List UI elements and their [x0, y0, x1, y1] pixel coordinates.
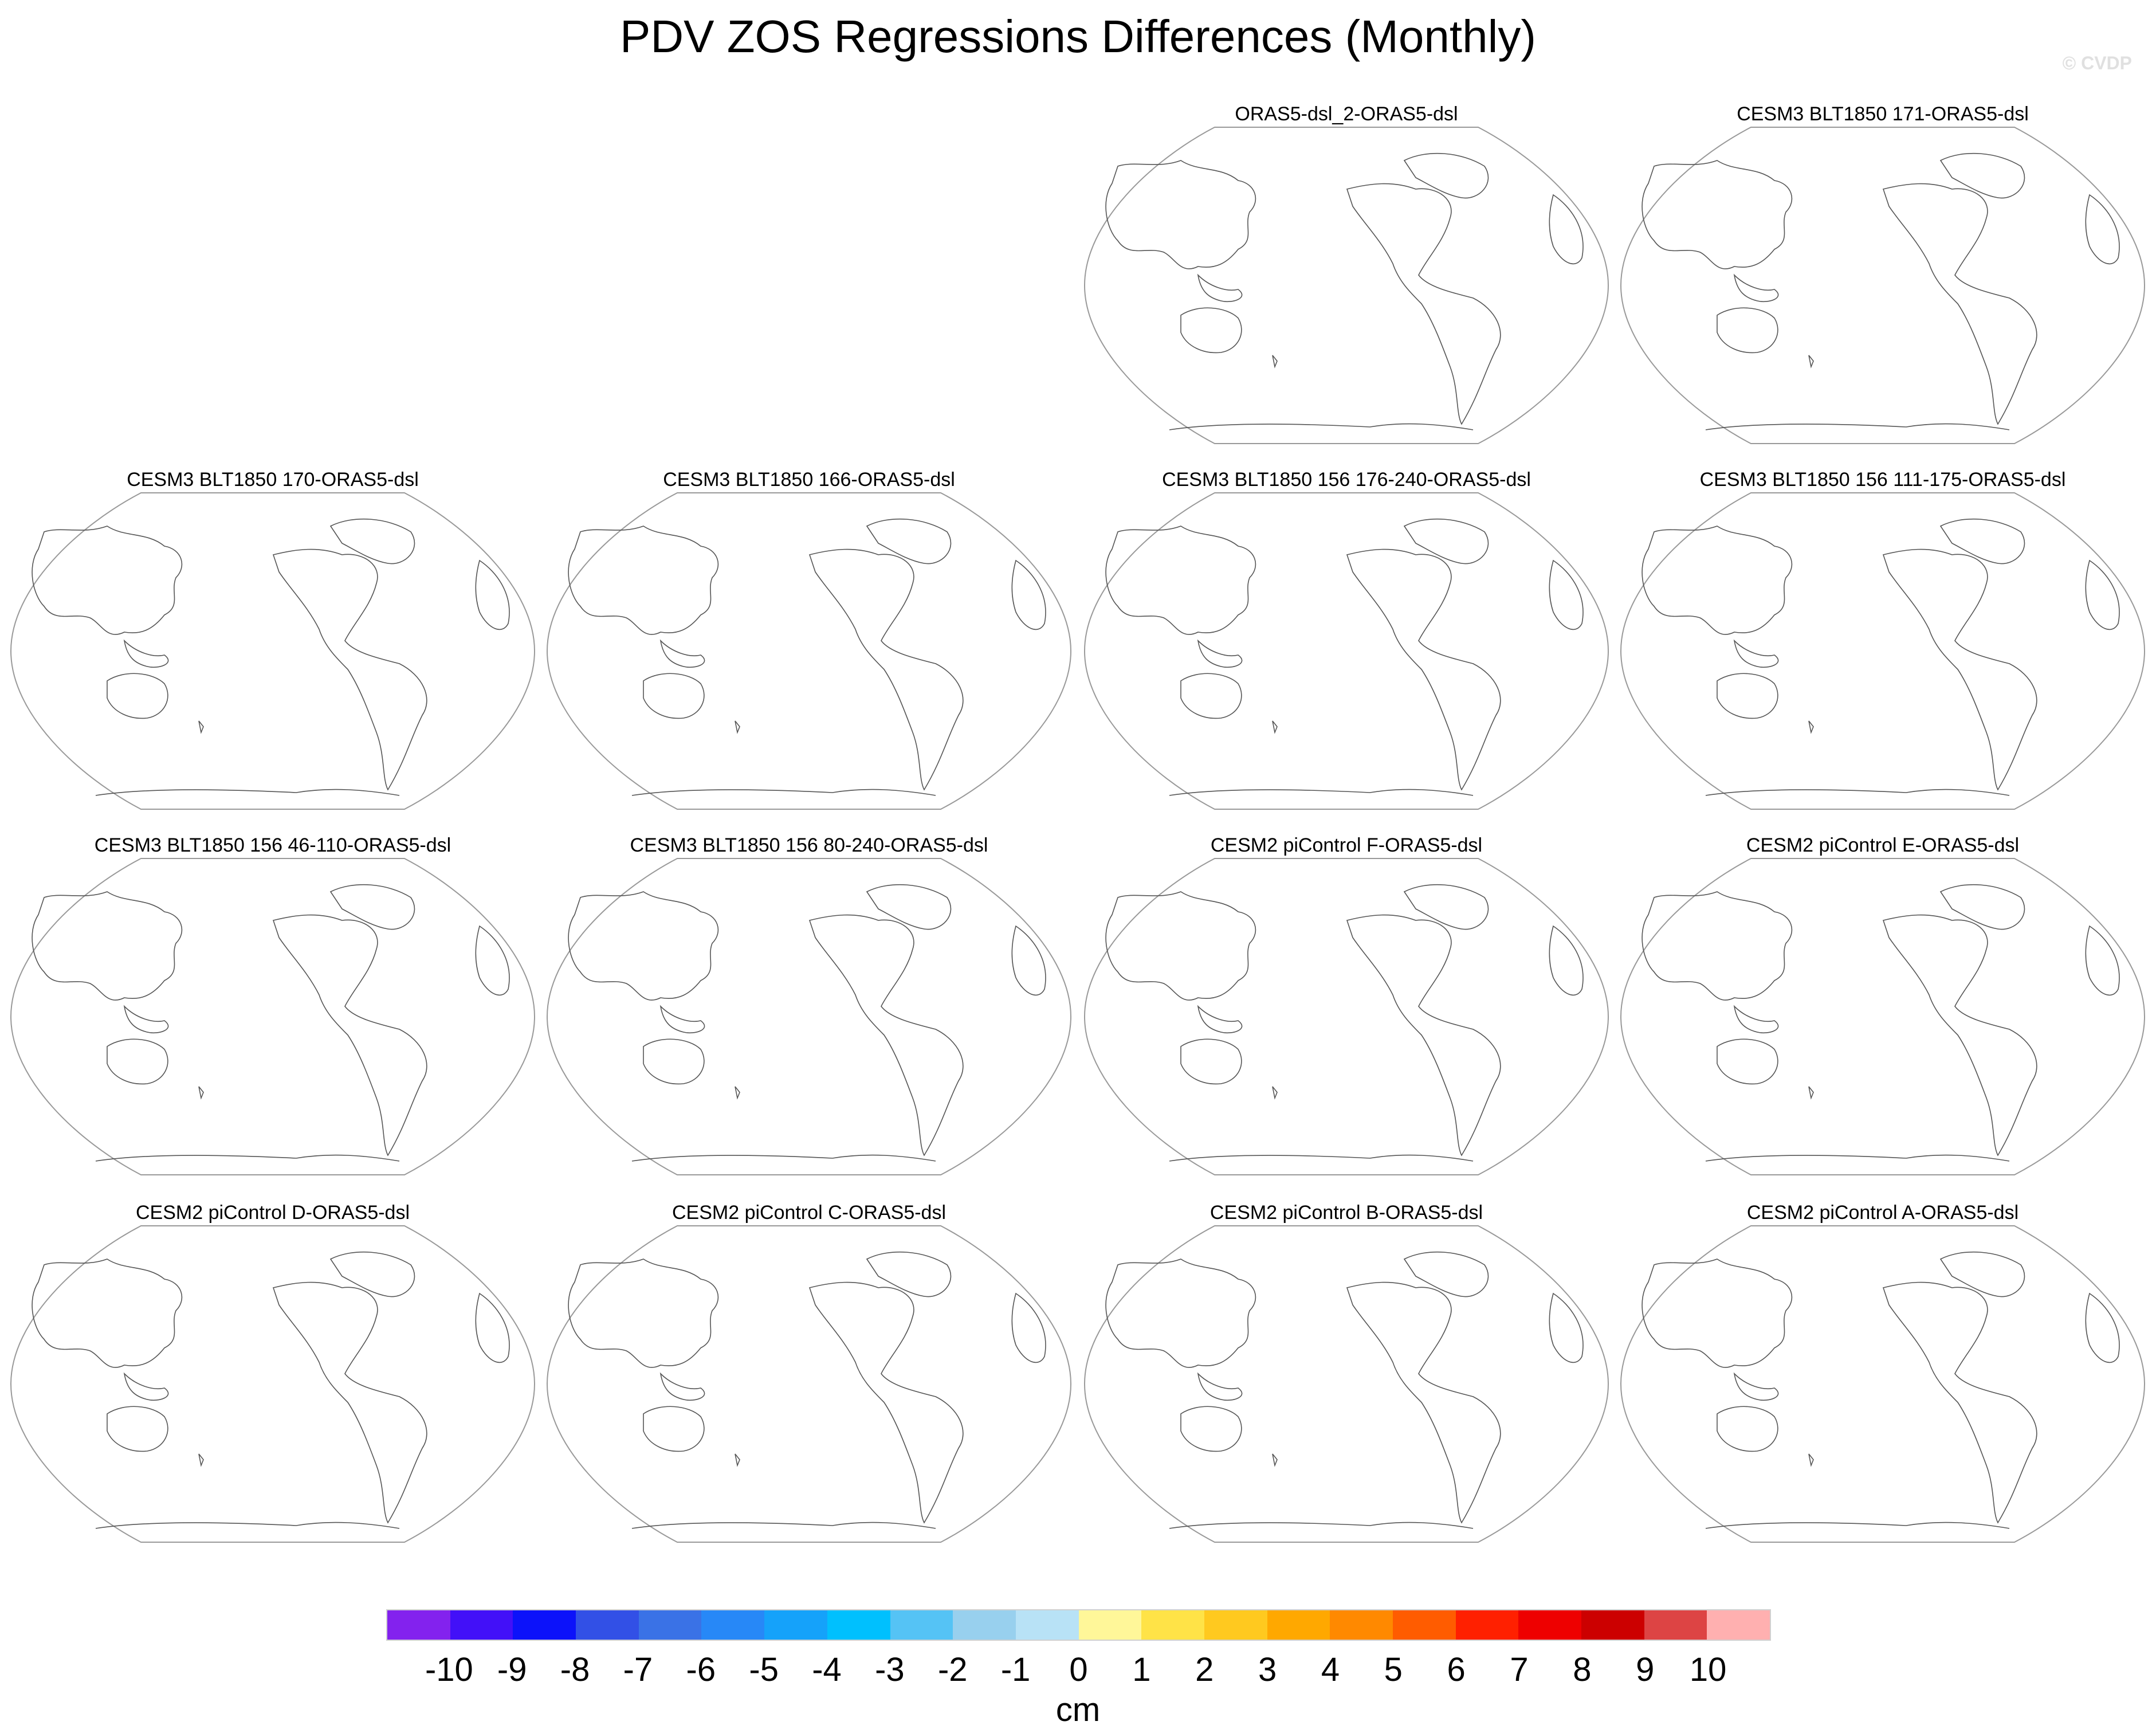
map-panel: CESM3 BLT1850 156 111-175-ORAS5-dsl	[1620, 469, 2146, 813]
world-map	[547, 858, 1071, 1175]
colorbar-box	[1581, 1610, 1644, 1640]
panel-title: CESM2 piControl A-ORAS5-dsl	[1746, 1202, 2019, 1224]
panel-title: CESM2 piControl B-ORAS5-dsl	[1209, 1202, 1483, 1224]
colorbar-tick-label: -8	[560, 1651, 590, 1688]
colorbar-tick-label: 5	[1384, 1651, 1403, 1688]
colorbar-box	[953, 1610, 1016, 1640]
map-panel: CESM3 BLT1850 171-ORAS5-dsl	[1620, 103, 2146, 447]
map-panel: CESM2 piControl A-ORAS5-dsl	[1620, 1202, 2146, 1546]
colorbar-box	[827, 1610, 890, 1640]
map-panel: CESM3 BLT1850 156 46-110-ORAS5-dsl	[10, 834, 536, 1178]
colorbar-box	[1518, 1610, 1582, 1640]
colorbar-tick-label: -7	[623, 1651, 653, 1688]
colorbar-tick-label: -3	[875, 1651, 905, 1688]
colorbar-tick-label: -5	[749, 1651, 779, 1688]
panel-title: ORAS5-dsl_2-ORAS5-dsl	[1235, 103, 1458, 125]
colorbar-box	[1267, 1610, 1330, 1640]
colorbar-box	[1204, 1610, 1267, 1640]
colorbar-tick-label: 2	[1195, 1651, 1214, 1688]
map-panel: ORAS5-dsl_2-ORAS5-dsl	[1083, 103, 1609, 447]
world-map	[1620, 127, 2145, 444]
colorbar-box	[764, 1610, 827, 1640]
colorbar-box	[890, 1610, 953, 1640]
colorbar-tick-label: 9	[1636, 1651, 1655, 1688]
panel-title: CESM2 piControl C-ORAS5-dsl	[671, 1202, 947, 1224]
panel-title: CESM3 BLT1850 156 46-110-ORAS5-dsl	[94, 834, 451, 856]
colorbar-tick-label: 4	[1321, 1651, 1340, 1688]
world-map	[1084, 1225, 1609, 1543]
map-panel: CESM3 BLT1850 170-ORAS5-dsl	[10, 469, 536, 813]
watermark: © CVDP	[2062, 53, 2132, 73]
colorbar-tick-label: 3	[1258, 1651, 1277, 1688]
colorbar-tick-label: -9	[497, 1651, 527, 1688]
colorbar-box	[1078, 1610, 1142, 1640]
colorbar-box	[1330, 1610, 1393, 1640]
colorbar-box	[1393, 1610, 1456, 1640]
colorbar-box	[638, 1610, 702, 1640]
colorbar-tick-label: 10	[1689, 1651, 1727, 1688]
figure-title: PDV ZOS Regressions Differences (Monthly…	[619, 11, 1537, 62]
panel-title: CESM2 piControl E-ORAS5-dsl	[1746, 834, 2020, 856]
panel-title: CESM3 BLT1850 156 80-240-ORAS5-dsl	[630, 834, 988, 856]
colorbar-unit: cm	[1055, 1691, 1101, 1728]
world-map	[1620, 858, 2145, 1175]
map-panel: CESM3 BLT1850 166-ORAS5-dsl	[546, 469, 1072, 813]
panel-title: CESM3 BLT1850 166-ORAS5-dsl	[663, 469, 955, 491]
colorbar-box	[1141, 1610, 1204, 1640]
colorbar	[386, 1609, 1771, 1641]
world-map	[1620, 1225, 2145, 1543]
map-panel: CESM3 BLT1850 156 176-240-ORAS5-dsl	[1083, 469, 1609, 813]
panel-title: CESM3 BLT1850 156 111-175-ORAS5-dsl	[1699, 469, 2066, 491]
world-map	[10, 1225, 535, 1543]
colorbar-box	[1015, 1610, 1079, 1640]
map-panel: CESM2 piControl B-ORAS5-dsl	[1083, 1202, 1609, 1546]
colorbar-box	[1455, 1610, 1519, 1640]
world-map	[1084, 858, 1609, 1175]
colorbar-tick-label: 7	[1510, 1651, 1529, 1688]
panel-title: CESM3 BLT1850 170-ORAS5-dsl	[127, 469, 419, 491]
colorbar-tick-label: 8	[1573, 1651, 1592, 1688]
world-map	[1084, 492, 1609, 810]
colorbar-box	[1707, 1610, 1770, 1640]
map-panel: CESM2 piControl E-ORAS5-dsl	[1620, 834, 2146, 1178]
world-map	[547, 1225, 1071, 1543]
colorbar-tick-label: -6	[686, 1651, 716, 1688]
colorbar-tick-label: 1	[1132, 1651, 1151, 1688]
colorbar-box	[513, 1610, 576, 1640]
panel-title: CESM2 piControl D-ORAS5-dsl	[135, 1202, 410, 1224]
colorbar-tick-label: 0	[1069, 1651, 1088, 1688]
panel-title: CESM3 BLT1850 156 176-240-ORAS5-dsl	[1162, 469, 1531, 491]
map-panel: CESM2 piControl D-ORAS5-dsl	[10, 1202, 536, 1546]
world-map	[547, 492, 1071, 810]
world-map	[1620, 492, 2145, 810]
colorbar-box	[387, 1610, 450, 1640]
colorbar-box	[576, 1610, 639, 1640]
map-panel: CESM2 piControl C-ORAS5-dsl	[546, 1202, 1072, 1546]
world-map	[10, 492, 535, 810]
world-map	[1084, 127, 1609, 444]
colorbar-tick-label: -4	[812, 1651, 842, 1688]
panel-title: CESM3 BLT1850 171-ORAS5-dsl	[1737, 103, 2029, 125]
colorbar-box	[1644, 1610, 1707, 1640]
colorbar-tick-label: -2	[937, 1651, 968, 1688]
map-panel: CESM3 BLT1850 156 80-240-ORAS5-dsl	[546, 834, 1072, 1178]
colorbar-box	[701, 1610, 765, 1640]
colorbar-tick-label: -1	[1000, 1651, 1031, 1688]
colorbar-tick-label: -10	[425, 1651, 473, 1688]
panel-title: CESM2 piControl F-ORAS5-dsl	[1210, 834, 1483, 856]
map-panel: CESM2 piControl F-ORAS5-dsl	[1083, 834, 1609, 1178]
colorbar-box	[450, 1610, 513, 1640]
colorbar-tick-label: 6	[1447, 1651, 1466, 1688]
world-map	[10, 858, 535, 1175]
